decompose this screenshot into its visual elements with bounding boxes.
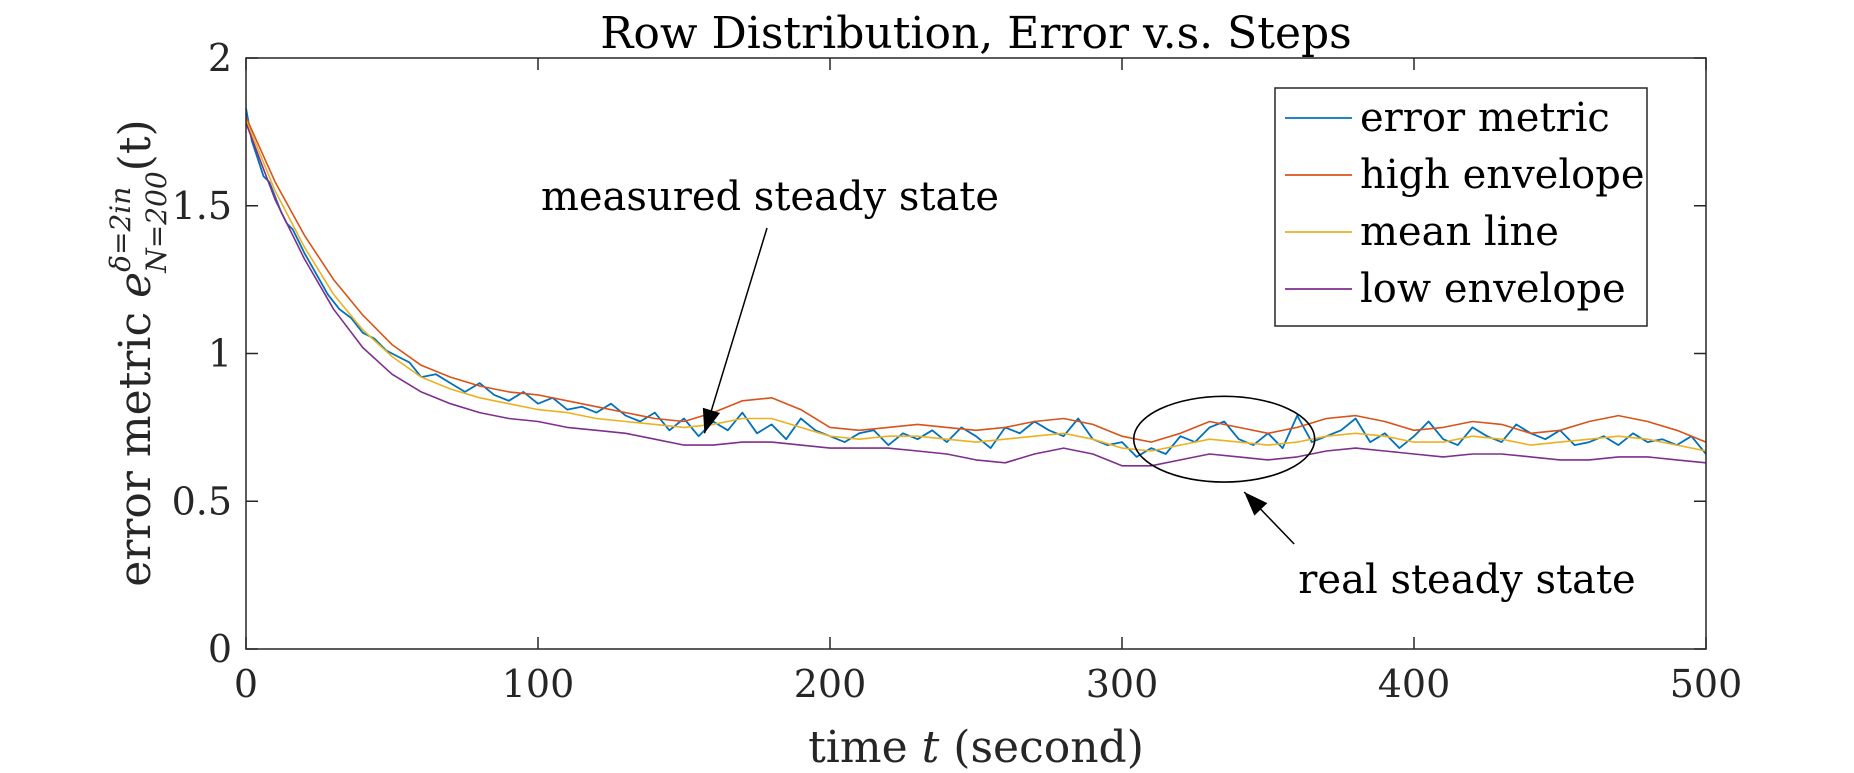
- measured-steady-state-arrowhead: [702, 407, 721, 434]
- legend-label-low-envelope: low envelope: [1360, 266, 1626, 312]
- annotation-measured-steady-state: measured steady state: [541, 174, 999, 220]
- measured-steady-state-arrow: [703, 227, 768, 434]
- y-axis-title: error metric eδ=2in N=200(t): [104, 119, 173, 586]
- steady-state-ellipse: [1132, 395, 1316, 483]
- x-tick-label: 100: [502, 662, 575, 706]
- series-line-error-metric: [246, 108, 1706, 458]
- legend-box: [1274, 87, 1648, 327]
- series-line-high-envelope: [246, 116, 1706, 443]
- y-tick-label: 2: [208, 36, 232, 80]
- annotation-layer: measured steady state real steady state: [541, 174, 1636, 603]
- x-tick-label: 0: [234, 662, 258, 706]
- y-tick-label: 0.5: [172, 479, 232, 523]
- y-tick-label: 1.5: [172, 184, 232, 228]
- chart-title: Row Distribution, Error v.s. Steps: [600, 8, 1352, 59]
- legend: error metric high envelope mean line low en…: [1274, 87, 1648, 327]
- series-line-low-envelope: [246, 122, 1706, 467]
- series-layer: [246, 108, 1706, 467]
- x-tick-label: 200: [794, 662, 867, 706]
- x-tick-label: 500: [1670, 662, 1743, 706]
- x-axis-title: time t (second): [808, 722, 1144, 773]
- ticks-layer: 0 100 200 300 400 500 0 0.5 1 1.5 2: [172, 36, 1743, 706]
- series-line-mean-line: [246, 119, 1706, 452]
- x-tick-label: 400: [1378, 662, 1451, 706]
- legend-entries: error metric high envelope mean line low en…: [1285, 95, 1645, 312]
- legend-label-error-metric: error metric: [1360, 95, 1610, 141]
- x-tick-label: 300: [1086, 662, 1159, 706]
- y-tick-label: 1: [208, 332, 232, 376]
- legend-label-high-envelope: high envelope: [1360, 152, 1645, 198]
- annotation-real-steady-state: real steady state: [1298, 557, 1635, 603]
- y-tick-label: 0: [208, 627, 232, 671]
- legend-label-mean-line: mean line: [1360, 209, 1559, 255]
- real-steady-state-arrowhead: [1244, 492, 1268, 516]
